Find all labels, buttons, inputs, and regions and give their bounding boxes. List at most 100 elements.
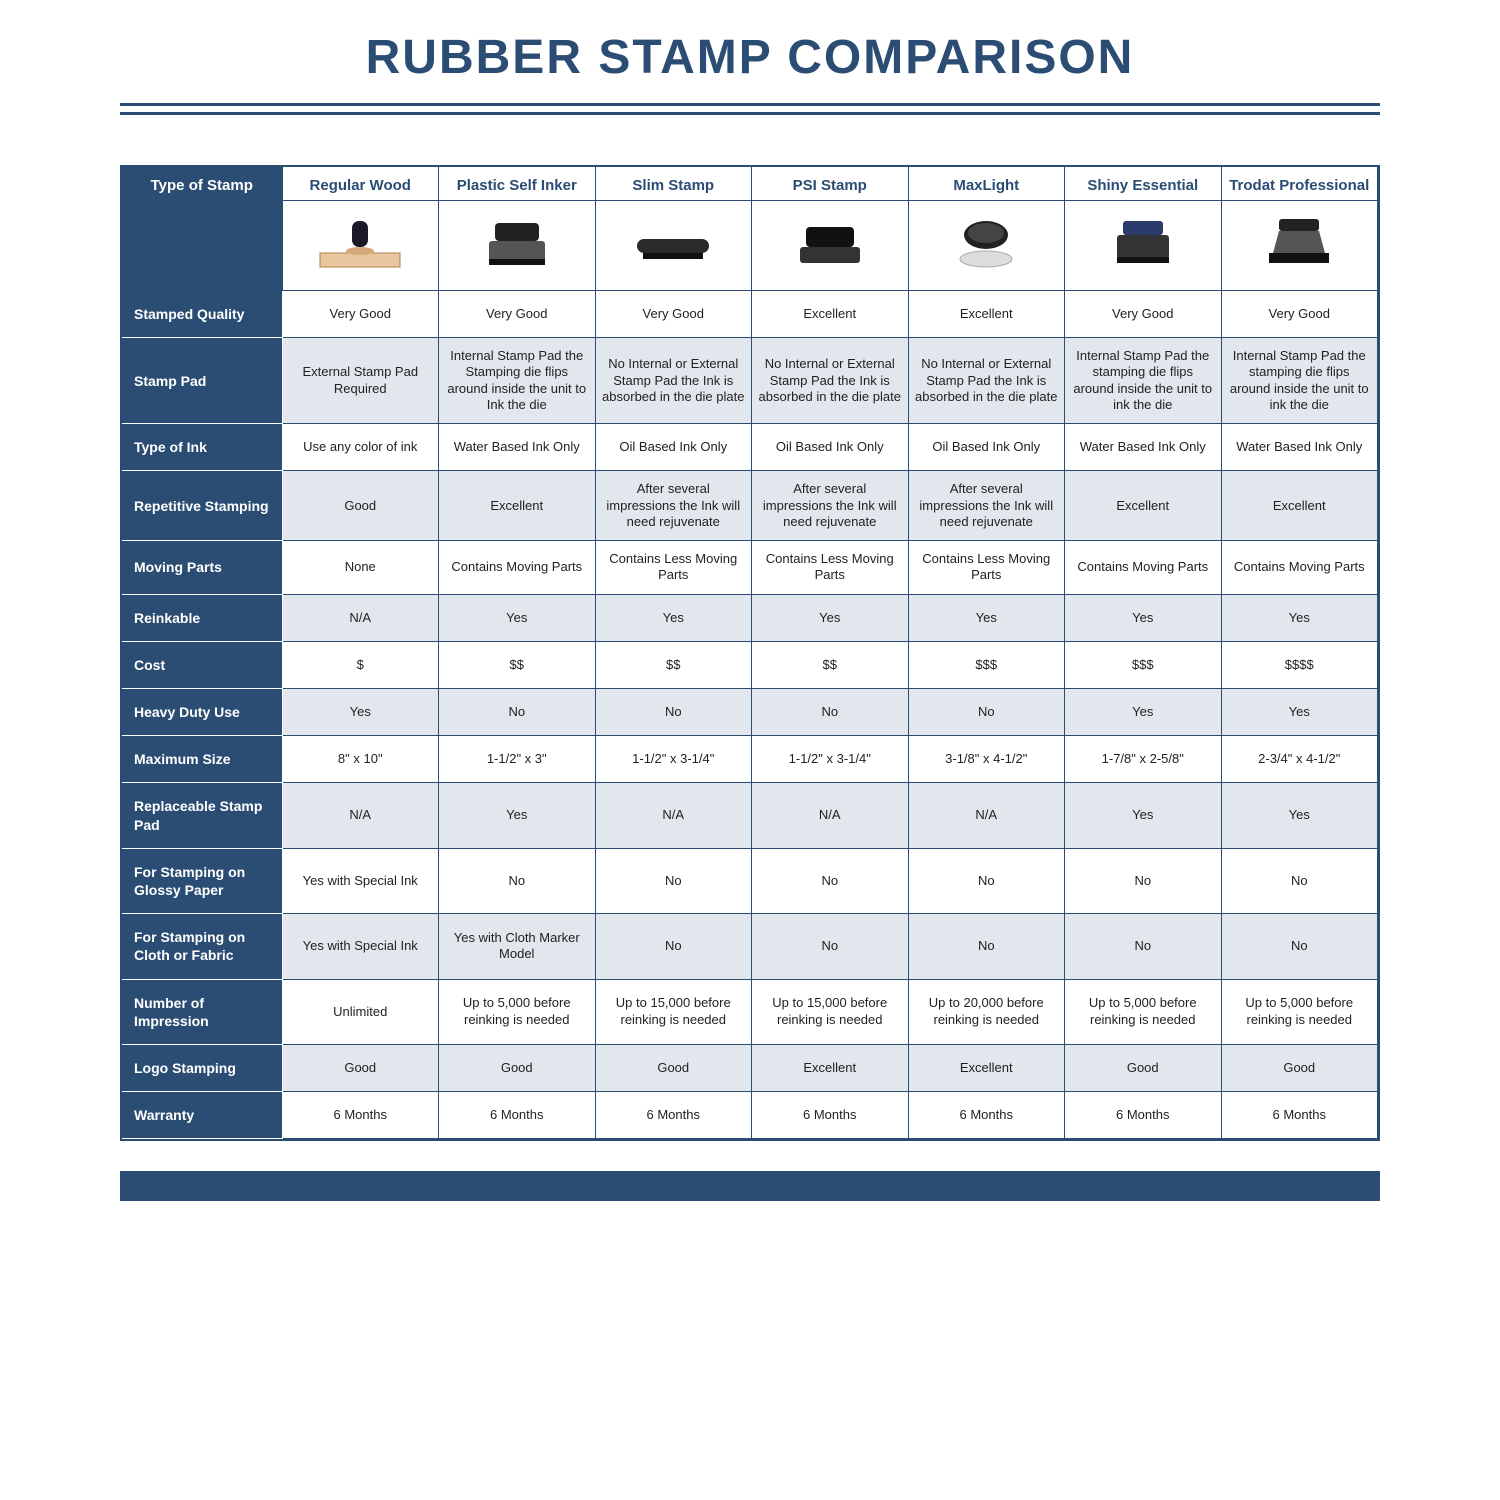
row-header: Repetitive Stamping (122, 471, 282, 541)
table-cell: Yes (752, 594, 909, 641)
table-cell: N/A (282, 594, 439, 641)
comparison-table-wrap: Type of Stamp Regular Wood Plastic Self … (120, 165, 1380, 1141)
table-row: Cost$$$$$$$$$$$$$$$$$ (122, 641, 1378, 688)
table-row: Repetitive StampingGoodExcellentAfter se… (122, 471, 1378, 541)
stamp-image-cell (1065, 201, 1222, 291)
row-header: Heavy Duty Use (122, 689, 282, 736)
table-cell: No (908, 848, 1065, 913)
table-row: Heavy Duty UseYesNoNoNoNoYesYes (122, 689, 1378, 736)
table-cell: Oil Based Ink Only (595, 424, 752, 471)
table-cell: Contains Moving Parts (1065, 541, 1222, 595)
title-rule-bottom (120, 112, 1380, 115)
table-cell: Contains Less Moving Parts (595, 541, 752, 595)
row-header: Moving Parts (122, 541, 282, 595)
table-cell: Yes with Special Ink (282, 848, 439, 913)
table-cell: 1-1/2" x 3" (439, 736, 596, 783)
table-cell: $$ (752, 641, 909, 688)
col-header: MaxLight (908, 167, 1065, 201)
table-cell: No (908, 914, 1065, 979)
table-cell: Yes (1065, 594, 1222, 641)
table-cell: $$ (595, 641, 752, 688)
table-cell: 1-7/8" x 2-5/8" (1065, 736, 1222, 783)
table-cell: Yes (1221, 783, 1378, 848)
table-cell: No (752, 689, 909, 736)
table-cell: No Internal or External Stamp Pad the In… (595, 338, 752, 424)
table-cell: No (1221, 914, 1378, 979)
table-cell: Yes (1065, 783, 1222, 848)
table-cell: No (1065, 914, 1222, 979)
col-header: Trodat Professional (1221, 167, 1378, 201)
table-cell: $ (282, 641, 439, 688)
table-row: Maximum Size8" x 10"1-1/2" x 3"1-1/2" x … (122, 736, 1378, 783)
maxlight-stamp-icon (936, 213, 1036, 273)
table-cell: Up to 20,000 before reinking is needed (908, 979, 1065, 1044)
table-cell: No (595, 848, 752, 913)
table-cell: No (908, 689, 1065, 736)
table-cell: Good (1065, 1044, 1222, 1091)
table-cell: Yes (908, 594, 1065, 641)
table-cell: No Internal or External Stamp Pad the In… (908, 338, 1065, 424)
col-header: Regular Wood (282, 167, 439, 201)
table-cell: Up to 5,000 before reinking is needed (439, 979, 596, 1044)
table-cell: Contains Moving Parts (439, 541, 596, 595)
col-header: PSI Stamp (752, 167, 909, 201)
table-cell: Oil Based Ink Only (752, 424, 909, 471)
table-cell: No (752, 914, 909, 979)
table-cell: Yes (1221, 594, 1378, 641)
table-cell: No Internal or External Stamp Pad the In… (752, 338, 909, 424)
table-cell: No (752, 848, 909, 913)
table-cell: Good (282, 1044, 439, 1091)
stamp-image-cell (439, 201, 596, 291)
table-cell: Very Good (439, 291, 596, 338)
table-row: Logo StampingGoodGoodGoodExcellentExcell… (122, 1044, 1378, 1091)
table-body: Stamped QualityVery GoodVery GoodVery Go… (122, 291, 1378, 1139)
page-title: RUBBER STAMP COMPARISON (0, 30, 1500, 85)
table-cell: N/A (908, 783, 1065, 848)
table-cell: Up to 15,000 before reinking is needed (752, 979, 909, 1044)
stamp-image-cell (1221, 201, 1378, 291)
self-inker-icon (467, 213, 567, 273)
table-cell: Yes with Cloth Marker Model (439, 914, 596, 979)
table-cell: 6 Months (752, 1092, 909, 1139)
comparison-table: Type of Stamp Regular Wood Plastic Self … (122, 167, 1378, 1139)
table-cell: No (439, 689, 596, 736)
table-cell: Yes (1065, 689, 1222, 736)
table-cell: $$$ (1065, 641, 1222, 688)
col-header: Shiny Essential (1065, 167, 1222, 201)
table-cell: After several impressions the Ink will n… (752, 471, 909, 541)
table-row: Number of ImpressionUnlimitedUp to 5,000… (122, 979, 1378, 1044)
table-cell: Very Good (595, 291, 752, 338)
table-cell: Contains Moving Parts (1221, 541, 1378, 595)
table-cell: Excellent (1221, 471, 1378, 541)
table-row: For Stamping on Cloth or FabricYes with … (122, 914, 1378, 979)
table-cell: No (1221, 848, 1378, 913)
table-cell: External Stamp Pad Required (282, 338, 439, 424)
image-row (122, 201, 1378, 291)
table-cell: Good (595, 1044, 752, 1091)
table-cell: N/A (282, 783, 439, 848)
table-cell: Use any color of ink (282, 424, 439, 471)
table-cell: Water Based Ink Only (1065, 424, 1222, 471)
row-header: Logo Stamping (122, 1044, 282, 1091)
table-cell: 2-3/4" x 4-1/2" (1221, 736, 1378, 783)
table-cell: Excellent (908, 291, 1065, 338)
table-cell: 6 Months (1065, 1092, 1222, 1139)
row-header: Number of Impression (122, 979, 282, 1044)
table-row: Replaceable Stamp PadN/AYesN/AN/AN/AYesY… (122, 783, 1378, 848)
table-cell: No (595, 914, 752, 979)
trodat-stamp-icon (1249, 213, 1349, 273)
table-cell: Oil Based Ink Only (908, 424, 1065, 471)
stamp-image-cell (282, 201, 439, 291)
table-cell: 3-1/8" x 4-1/2" (908, 736, 1065, 783)
table-cell: 6 Months (595, 1092, 752, 1139)
table-cell: 6 Months (439, 1092, 596, 1139)
table-cell: Excellent (1065, 471, 1222, 541)
table-cell: Yes (439, 594, 596, 641)
table-cell: Yes with Special Ink (282, 914, 439, 979)
table-cell: Yes (282, 689, 439, 736)
table-row: Stamp PadExternal Stamp Pad RequiredInte… (122, 338, 1378, 424)
table-cell: Very Good (1065, 291, 1222, 338)
table-cell: Internal Stamp Pad the Stamping die flip… (439, 338, 596, 424)
table-cell: Good (1221, 1044, 1378, 1091)
table-cell: $$$$ (1221, 641, 1378, 688)
